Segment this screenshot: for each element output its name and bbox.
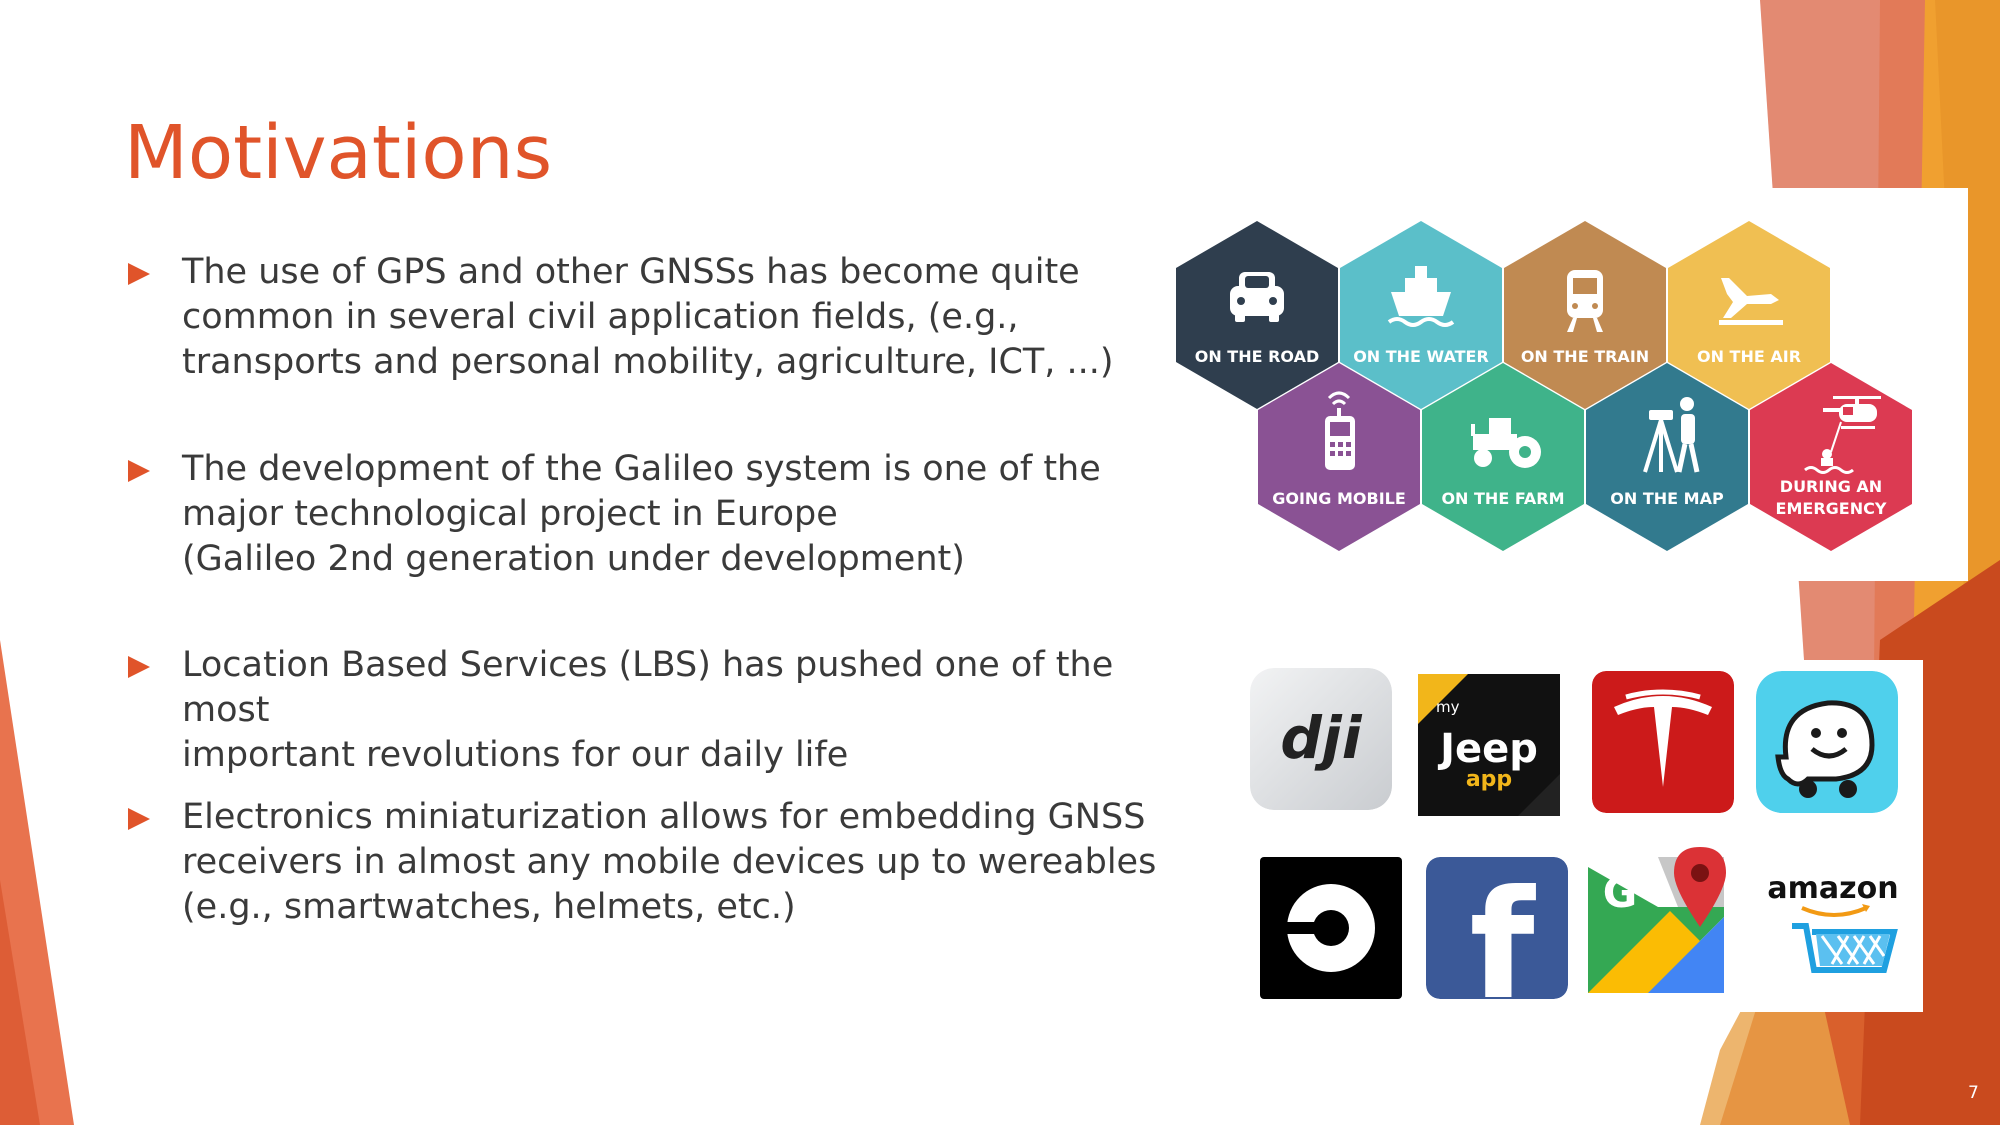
hex-label: ON THE WATER [1353, 347, 1489, 366]
bullet-arrow-icon [128, 656, 150, 678]
hex-label: DURING AN [1780, 477, 1882, 496]
bullet-text: The use of GPS and other GNSSs has becom… [182, 252, 1114, 382]
slide-title: Motivations [124, 110, 553, 196]
hex-label: ON THE FARM [1441, 489, 1564, 508]
google-maps-logo-icon: G [1588, 845, 1738, 995]
facebook-logo-text: f [1469, 859, 1536, 999]
bullet-arrow-icon [128, 808, 150, 830]
train-icon [1567, 270, 1603, 332]
hex-on-the-map: ON THE MAP [1586, 363, 1748, 551]
bullet-item: The use of GPS and other GNSSs has becom… [128, 250, 1168, 390]
bullet-item: Electronics miniaturization allows for e… [128, 795, 1168, 935]
bullet-text: The development of the Galileo system is… [182, 449, 1101, 579]
mobile-phone-icon [1325, 391, 1355, 470]
hex-label: ON THE AIR [1697, 347, 1801, 366]
hex-label: GOING MOBILE [1272, 489, 1406, 508]
helicopter-rescue-icon [1804, 396, 1881, 474]
hex-on-the-farm: ON THE FARM [1422, 363, 1584, 551]
plane-icon [1719, 278, 1783, 325]
jeep-logo-small: my [1436, 698, 1460, 716]
hex-on-the-road: ON THE ROAD [1176, 221, 1338, 409]
bullet-arrow-icon [128, 263, 150, 285]
jeep-app-logo-icon: my Jeep app [1418, 674, 1560, 816]
bullet-arrow-icon [128, 460, 150, 482]
bullet-item: The development of the Galileo system is… [128, 447, 1168, 587]
surveyor-icon [1643, 397, 1700, 473]
tractor-icon [1471, 418, 1541, 468]
hex-label: EMERGENCY [1776, 499, 1887, 518]
car-icon [1230, 272, 1284, 322]
hex-label: ON THE MAP [1610, 489, 1724, 508]
jeep-logo-sub: app [1466, 767, 1512, 792]
amazon-logo-text: amazon [1767, 871, 1898, 906]
hex-label: ON THE ROAD [1195, 347, 1320, 366]
waze-logo-icon [1756, 671, 1898, 813]
hex-on-the-air: ON THE AIR [1668, 221, 1830, 409]
amazon-logo-icon: amazon [1762, 848, 1904, 990]
dji-logo-icon: dji [1250, 668, 1392, 810]
hex-label: ON THE TRAIN [1521, 347, 1649, 366]
hex-on-the-water: ON THE WATER [1340, 221, 1502, 409]
hex-during-an-emergency: DURING AN EMERGENCY [1750, 363, 1912, 551]
dji-logo-text: dji [1280, 704, 1362, 772]
tesla-logo-icon [1592, 671, 1734, 813]
bullet-text: Electronics miniaturization allows for e… [182, 797, 1157, 927]
gnss-applications-infographic: ON THE ROAD ON THE WATER [1175, 188, 1968, 581]
slide-number: 7 [1968, 1083, 1979, 1103]
ship-icon [1387, 266, 1455, 327]
jeep-logo-main: Jeep [1437, 726, 1538, 772]
hex-going-mobile: GOING MOBILE [1258, 363, 1420, 551]
bullet-item: Location Based Services (LBS) has pushed… [128, 643, 1168, 775]
facebook-logo-icon: f [1426, 857, 1568, 999]
hex-on-the-train: ON THE TRAIN [1504, 221, 1666, 409]
uber-logo-icon [1260, 857, 1402, 999]
google-maps-logo-text: G [1603, 868, 1637, 917]
bullet-text: Location Based Services (LBS) has pushed… [182, 645, 1114, 775]
